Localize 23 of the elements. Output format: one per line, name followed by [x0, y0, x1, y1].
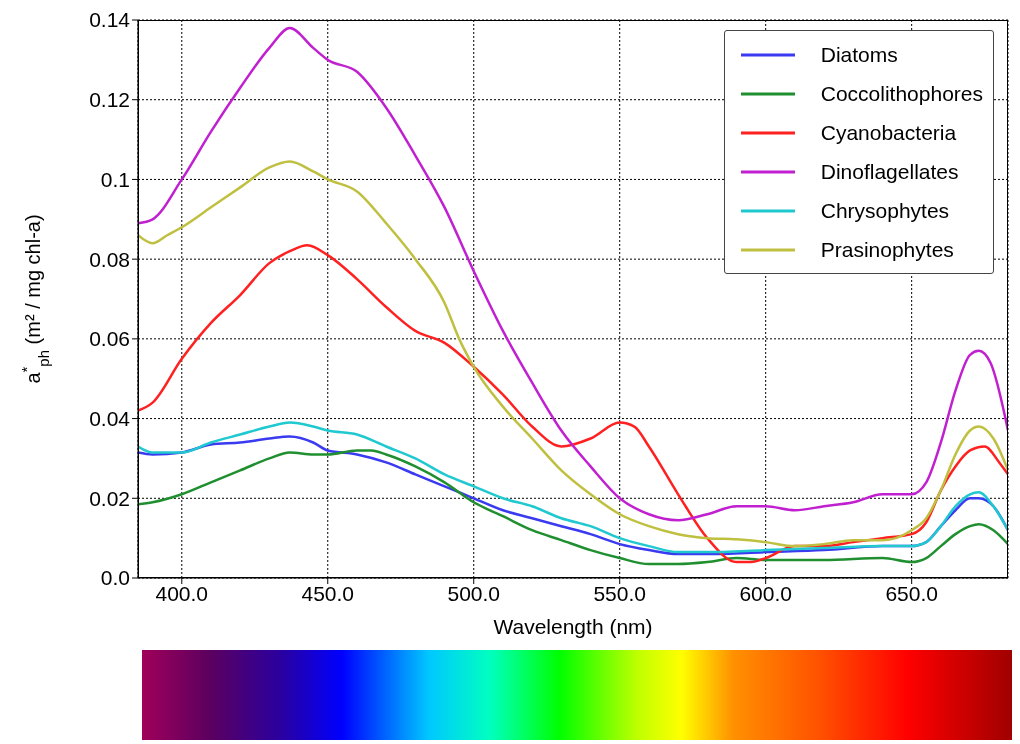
- legend-label: Coccolithophores: [820, 81, 983, 106]
- x-axis-title: Wavelength (nm): [493, 615, 653, 638]
- y-tick-label: 0.02: [89, 486, 130, 510]
- legend-label: Chrysophytes: [820, 198, 950, 223]
- line-series: [138, 449, 1008, 566]
- y-tick-label: 0.08: [89, 247, 130, 271]
- x-tick-label: 400.0: [155, 581, 209, 605]
- x-tick-label: 550.0: [593, 581, 646, 605]
- legend-label: Dinoflagellates: [820, 159, 959, 184]
- y-tick-label: 0.12: [89, 88, 130, 112]
- y-tick-label: 0.1: [100, 167, 130, 191]
- x-tick-label: 450.0: [301, 581, 355, 605]
- legend-label: Diatoms: [820, 42, 898, 67]
- y-tick-label: 0.14: [89, 8, 131, 32]
- x-tick-label: 500.0: [447, 581, 501, 605]
- y-tick-label: 0.04: [89, 407, 131, 431]
- line-series: [138, 160, 1008, 548]
- y-tick-label: 0.0: [100, 566, 130, 590]
- legend-label: Cyanobacteria: [820, 120, 957, 145]
- x-tick-label: 600.0: [739, 581, 792, 605]
- x-tick-label: 650.0: [885, 581, 938, 605]
- legend-label: Prasinophytes: [820, 237, 954, 262]
- y-tick-label: 0.06: [89, 327, 130, 351]
